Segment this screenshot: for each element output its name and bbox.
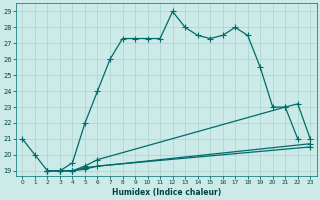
X-axis label: Humidex (Indice chaleur): Humidex (Indice chaleur): [112, 188, 221, 197]
